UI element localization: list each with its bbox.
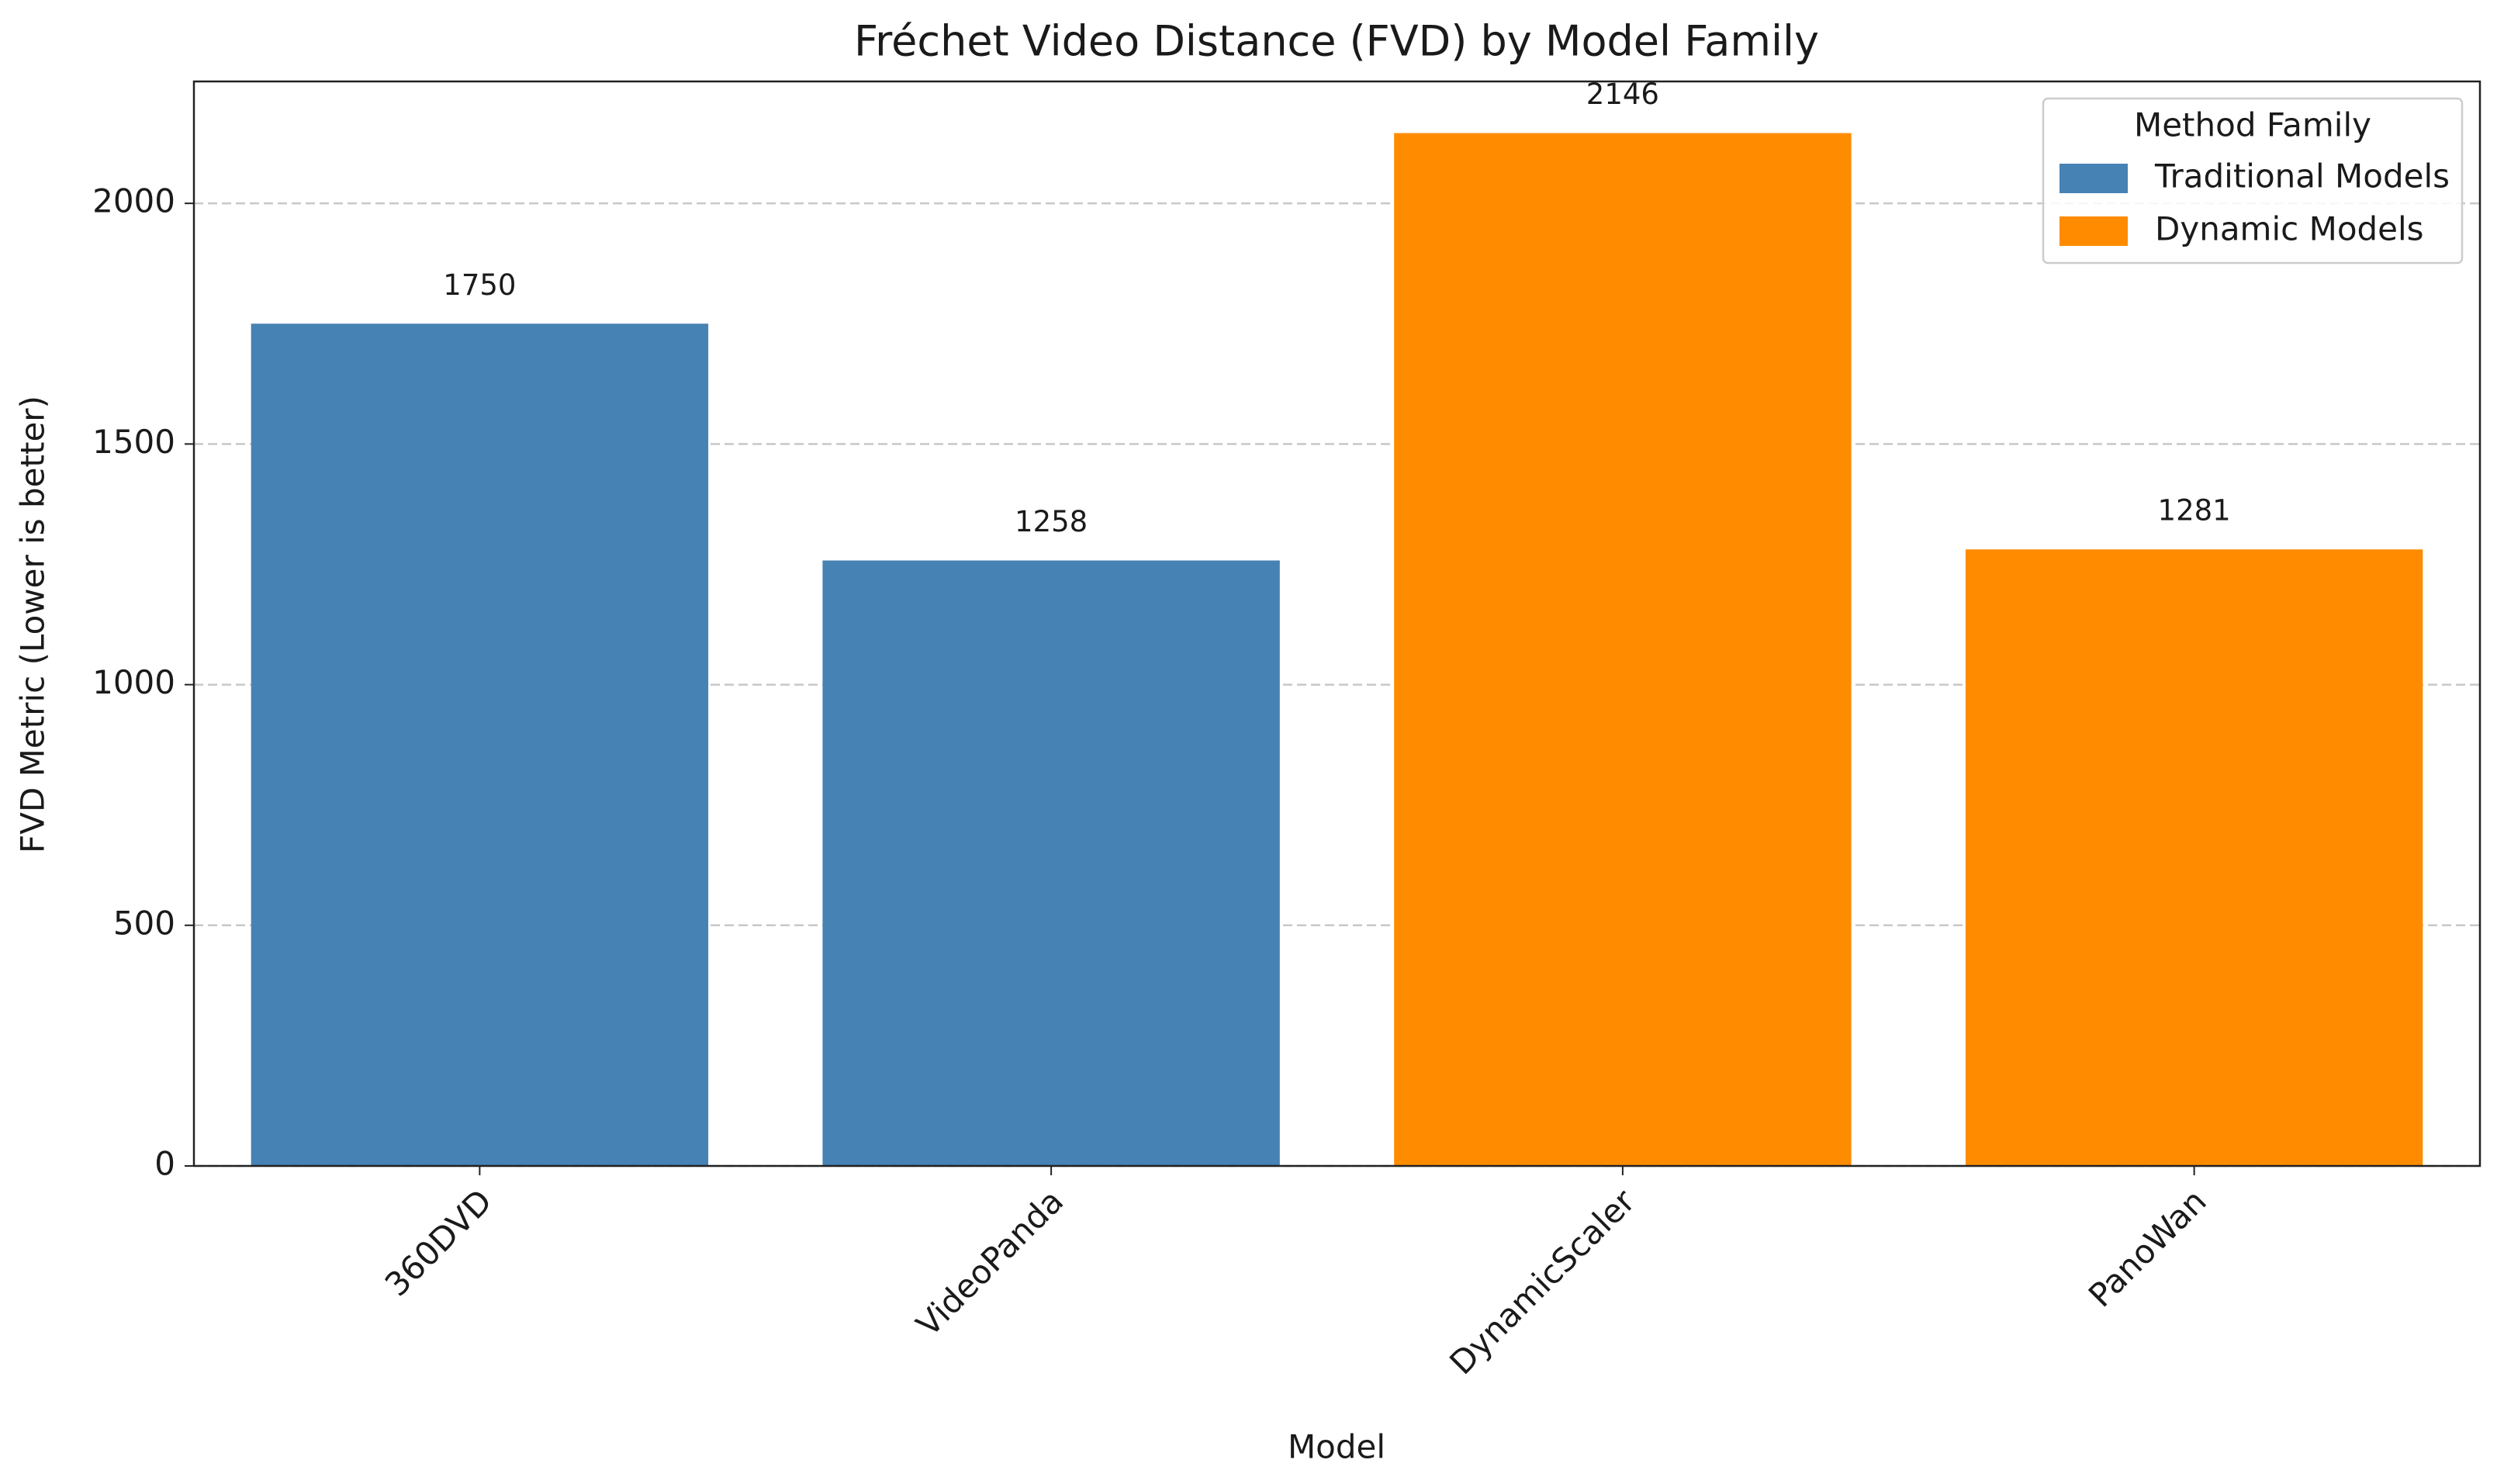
legend-box [2042,97,2464,265]
plot-frame [192,80,2481,1167]
x-tick-label: PanoWan [2081,1182,2214,1315]
bar [251,323,709,1167]
x-axis-label: Model [1288,1428,1385,1466]
data-label: 1281 [2158,494,2231,528]
data-label: 2146 [1586,78,1659,111]
y-tick-label: 0 [154,1145,175,1183]
data-label: 1750 [443,268,516,302]
legend-label: Traditional Models [2154,157,2450,195]
legend-title: Method Family [2134,106,2371,144]
legend-swatch [2060,164,2128,193]
y-tick-label: 2000 [92,182,175,220]
bar [1965,549,2423,1166]
y-axis-label: FVD Metric (Lower is better) [14,396,52,853]
x-tick-label: 360DVD [378,1182,500,1304]
bar [1394,133,1852,1167]
legend-label: Dynamic Models [2155,210,2424,248]
legend-swatch [2060,216,2128,246]
x-tick-label: DynamicScaler [1442,1181,1642,1382]
chart-title: Fréchet Video Distance (FVD) by Model Fa… [854,17,1819,66]
y-tick-label: 1000 [92,663,175,701]
y-tick-label: 1500 [92,423,175,461]
x-tick-label: VideoPanda [909,1182,1071,1344]
data-label: 1258 [1015,505,1088,538]
bar [822,560,1280,1166]
y-tick-label: 500 [113,904,175,942]
